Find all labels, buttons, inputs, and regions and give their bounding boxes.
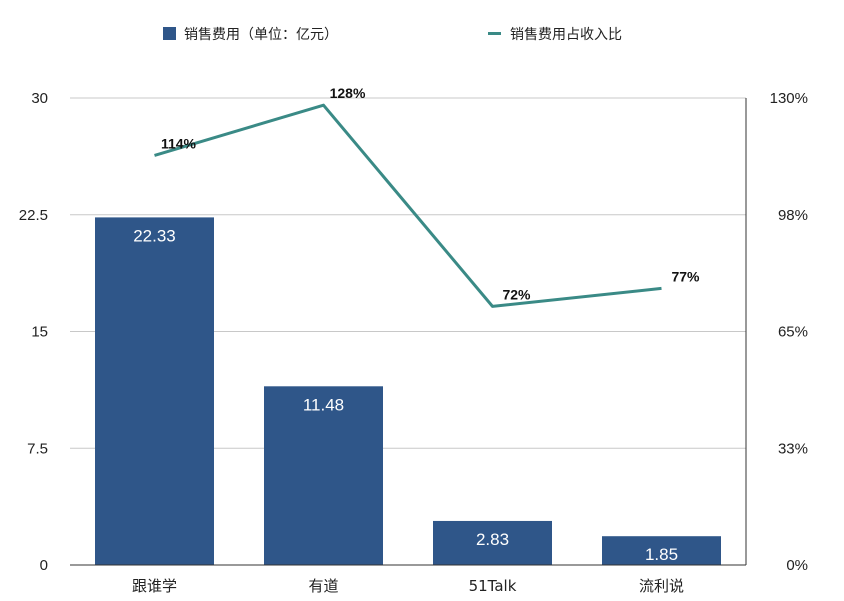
left-tick-label: 22.5 [19,207,48,224]
bar [264,386,383,565]
left-axis-ticks: 0 7.5 15 22.5 30 [19,90,48,574]
series-line [154,103,662,308]
right-tick-label: 33% [778,440,808,457]
percent-label: 77% [671,268,700,284]
bar [433,520,552,565]
legend-line-label: 销售费用占收入比 [510,27,622,43]
bars: 22.33 11.48 2.83 1.85 [95,217,721,565]
category-label: 51Talk [469,577,517,595]
percent-label: 128% [330,85,366,101]
left-tick-label: 0 [40,557,48,574]
percent-label: 114% [161,135,197,151]
bar-value-label: 1.85 [645,545,678,564]
right-tick-label: 98% [778,207,808,224]
legend-line-swatch [488,32,501,35]
category-labels: 跟谁学 有道 51Talk 流利说 [132,577,684,595]
legend: 销售费用（单位：亿元） 销售费用占收入比 [163,27,622,43]
bar-value-label: 22.33 [133,226,176,245]
right-tick-label: 65% [778,324,808,341]
legend-bar-swatch [163,27,176,40]
category-label: 流利说 [639,577,684,595]
right-tick-label: 130% [770,90,808,107]
bar-value-label: 11.48 [303,395,344,414]
legend-bar-label: 销售费用（单位：亿元） [184,27,338,43]
bar-value-label: 2.83 [476,530,509,549]
percent-label: 72% [502,286,531,302]
bar [95,217,214,565]
bar [602,536,721,565]
category-label: 有道 [308,577,338,595]
category-label: 跟谁学 [132,577,177,595]
left-tick-label: 30 [31,90,48,107]
percent-line: 114% 128% 72% 77% [154,85,700,308]
axes [70,98,747,566]
right-tick-label: 0% [786,557,808,574]
left-tick-label: 15 [31,324,48,341]
left-tick-label: 7.5 [27,440,48,457]
right-axis-ticks: 0% 33% 65% 98% 130% [770,90,808,574]
